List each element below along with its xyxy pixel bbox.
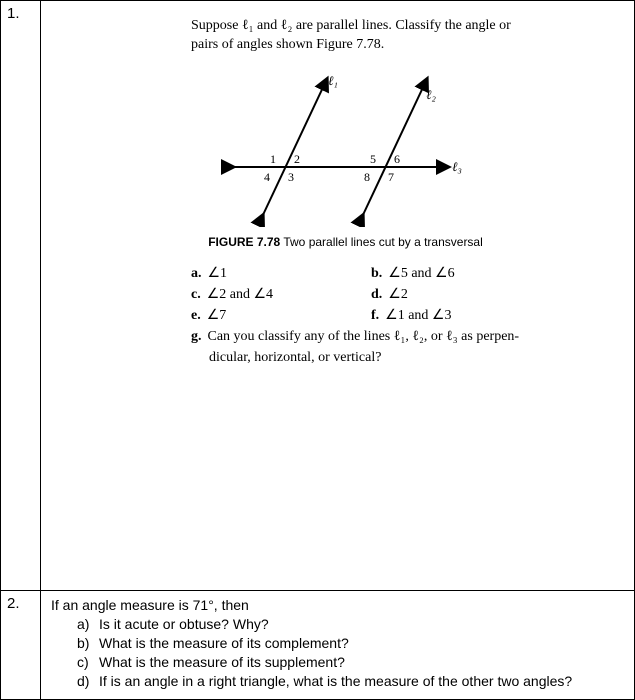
item-f-text: ∠1 and ∠3 — [385, 308, 451, 323]
item-c-label: c. — [191, 287, 201, 302]
angle-2: 2 — [294, 152, 300, 166]
label-l2: ℓ₂ — [426, 87, 436, 102]
q2-a-text: Is it acute or obtuse? Why? — [99, 616, 269, 632]
question-1-content: Suppose ℓ₁ and ℓ₂ are parallel lines. Cl… — [41, 1, 634, 590]
item-d-label: d. — [371, 287, 382, 302]
figure-wrap: ℓ₁ ℓ₂ ℓ₃ 1 2 3 4 5 6 7 8 — [81, 67, 610, 227]
question-2-number: 2. — [1, 591, 41, 699]
figure-caption-bold: FIGURE 7.78 — [208, 235, 280, 249]
q2-c-label: c) — [77, 653, 99, 672]
q2-d-label: d) — [77, 672, 99, 691]
q2-items: a)Is it acute or obtuse? Why? b)What is … — [77, 615, 624, 691]
q2-c-text: What is the measure of its supplement? — [99, 654, 345, 670]
question-2-row: 2. If an angle measure is 71°, then a)Is… — [1, 591, 634, 699]
angle-8: 8 — [364, 170, 370, 184]
angle-1: 1 — [270, 152, 276, 166]
q2-d-text: If is an angle in a right triangle, what… — [99, 673, 572, 689]
question-1-number: 1. — [1, 1, 41, 590]
q2-a-label: a) — [77, 615, 99, 634]
label-l1: ℓ₁ — [328, 73, 338, 88]
angle-5: 5 — [370, 152, 376, 166]
q2-b-label: b) — [77, 634, 99, 653]
item-a-text: ∠1 — [208, 266, 228, 281]
angle-6: 6 — [394, 152, 400, 166]
q1-items: a. ∠1 b. ∠5 and ∠6 c. ∠2 and ∠4 d. ∠2 e. ∠7 f… — [191, 263, 610, 368]
q2-b-text: What is the measure of its complement? — [99, 635, 349, 651]
parallel-lines-figure: ℓ₁ ℓ₂ ℓ₃ 1 2 3 4 5 6 7 8 — [216, 67, 476, 227]
q1-prompt: Suppose ℓ₁ and ℓ₂ are parallel lines. Cl… — [191, 17, 610, 55]
item-e-label: e. — [191, 308, 201, 323]
item-a-label: a. — [191, 266, 202, 281]
q2-prompt: If an angle measure is 71°, then — [51, 597, 624, 613]
question-2-content: If an angle measure is 71°, then a)Is it… — [41, 591, 634, 699]
figure-caption: FIGURE 7.78 Two parallel lines cut by a … — [81, 235, 610, 249]
worksheet-page: 1. Suppose ℓ₁ and ℓ₂ are parallel lines.… — [0, 0, 635, 700]
item-b-label: b. — [371, 266, 382, 281]
q1-prompt-line2: pairs of angles shown Figure 7.78. — [191, 37, 384, 52]
item-e-text: ∠7 — [207, 308, 227, 323]
angle-4: 4 — [264, 170, 270, 184]
label-l3: ℓ₃ — [452, 159, 462, 174]
item-f-label: f. — [371, 308, 379, 323]
item-d-text: ∠2 — [388, 287, 408, 302]
item-b-text: ∠5 and ∠6 — [388, 266, 454, 281]
item-g-text2: dicular, horizontal, or vertical? — [209, 350, 381, 365]
angle-3: 3 — [288, 170, 294, 184]
item-c-text: ∠2 and ∠4 — [207, 287, 273, 302]
angle-7: 7 — [388, 170, 394, 184]
figure-caption-rest: Two parallel lines cut by a transversal — [280, 235, 483, 249]
item-g-text1: Can you classify any of the lines ℓ₁, ℓ₂… — [208, 329, 520, 344]
question-1-row: 1. Suppose ℓ₁ and ℓ₂ are parallel lines.… — [1, 1, 634, 591]
item-g-label: g. — [191, 329, 202, 344]
q1-prompt-line1: Suppose ℓ₁ and ℓ₂ are parallel lines. Cl… — [191, 18, 511, 33]
